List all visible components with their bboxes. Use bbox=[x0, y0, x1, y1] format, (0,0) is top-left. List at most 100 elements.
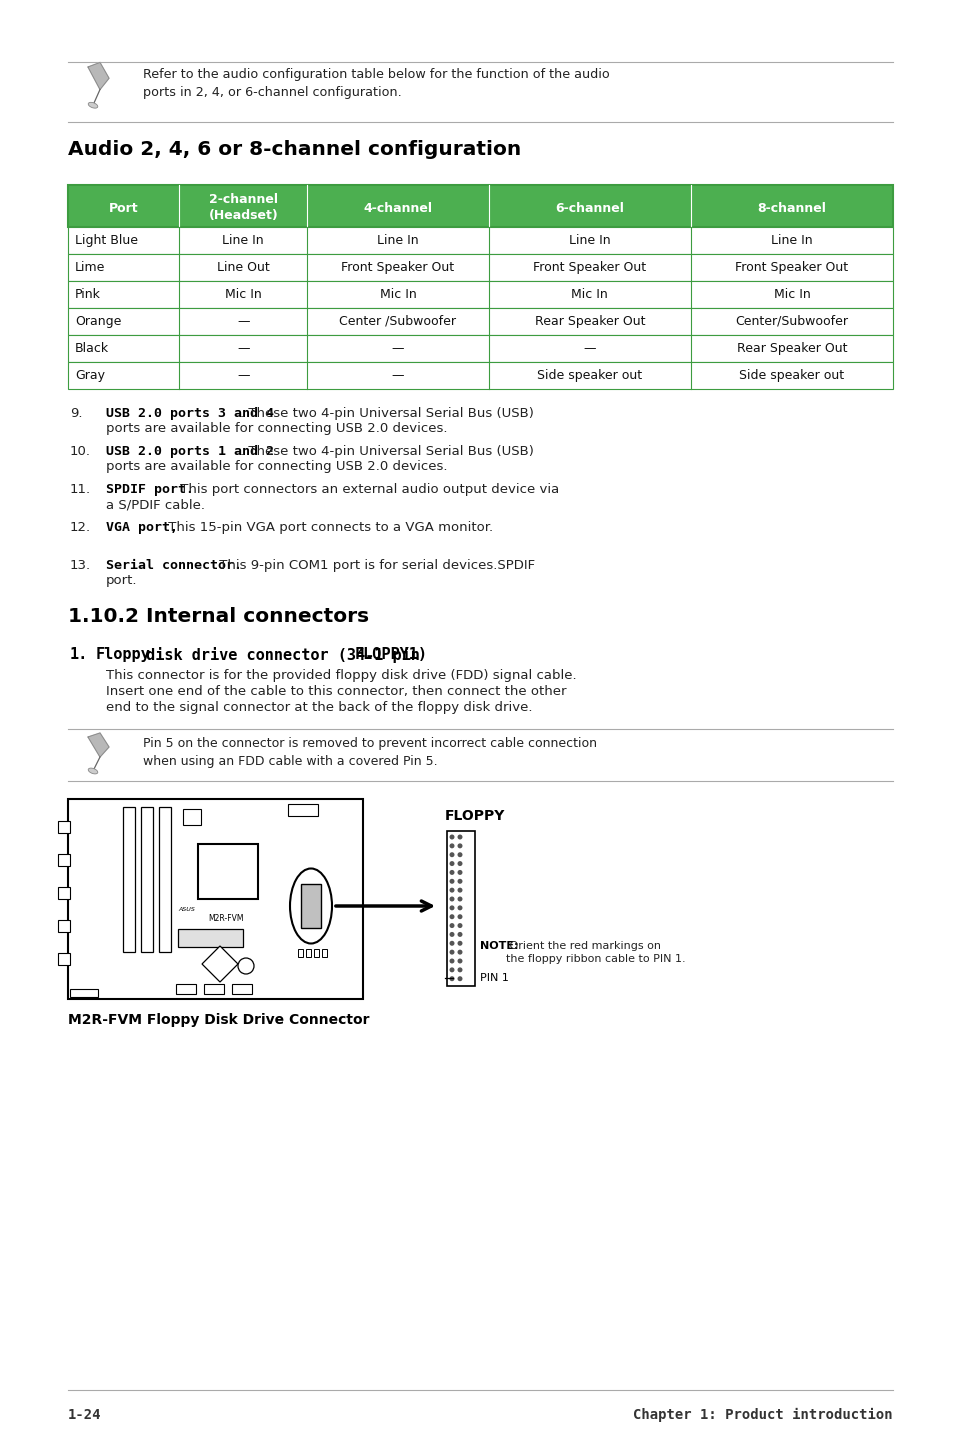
Text: Port: Port bbox=[109, 201, 138, 216]
Text: . These two 4-pin Universal Serial Bus (USB): . These two 4-pin Universal Serial Bus (… bbox=[240, 407, 534, 420]
Text: USB 2.0 ports 1 and 2: USB 2.0 ports 1 and 2 bbox=[106, 444, 274, 457]
Circle shape bbox=[449, 834, 454, 840]
Circle shape bbox=[449, 843, 454, 848]
Bar bbox=[68, 335, 892, 362]
Text: Orient the red markings on
the floppy ribbon cable to PIN 1.: Orient the red markings on the floppy ri… bbox=[505, 940, 685, 965]
Circle shape bbox=[449, 932, 454, 938]
Text: This connector is for the provided floppy disk drive (FDD) signal cable.: This connector is for the provided flopp… bbox=[106, 669, 576, 682]
Text: Chapter 1: Product introduction: Chapter 1: Product introduction bbox=[633, 1408, 892, 1422]
Bar bbox=[314, 949, 318, 958]
Text: This 15-pin VGA port connects to a VGA monitor.: This 15-pin VGA port connects to a VGA m… bbox=[163, 521, 492, 533]
Circle shape bbox=[457, 968, 462, 972]
Text: Light Blue: Light Blue bbox=[75, 234, 138, 247]
Text: Line In: Line In bbox=[568, 234, 610, 247]
Text: ports are available for connecting USB 2.0 devices.: ports are available for connecting USB 2… bbox=[106, 421, 447, 436]
Text: M2R-FVM Floppy Disk Drive Connector: M2R-FVM Floppy Disk Drive Connector bbox=[68, 1012, 369, 1027]
Circle shape bbox=[449, 959, 454, 963]
Circle shape bbox=[449, 861, 454, 866]
Text: end to the signal connector at the back of the floppy disk drive.: end to the signal connector at the back … bbox=[106, 700, 532, 715]
Polygon shape bbox=[202, 946, 237, 982]
Bar bbox=[68, 227, 892, 255]
Text: a S/PDIF cable.: a S/PDIF cable. bbox=[106, 498, 205, 510]
Text: This 9-pin COM1 port is for serial devices.SPDIF: This 9-pin COM1 port is for serial devic… bbox=[214, 559, 535, 572]
Text: 8-channel: 8-channel bbox=[757, 201, 825, 216]
Text: disk drive connector (34-1 pin: disk drive connector (34-1 pin bbox=[136, 647, 428, 663]
Circle shape bbox=[457, 976, 462, 981]
Circle shape bbox=[457, 853, 462, 857]
Text: 9.: 9. bbox=[70, 407, 82, 420]
Text: NOTE:: NOTE: bbox=[479, 940, 518, 951]
Text: Floppy: Floppy bbox=[96, 647, 151, 661]
Text: . These two 4-pin Universal Serial Bus (USB): . These two 4-pin Universal Serial Bus (… bbox=[240, 444, 534, 457]
Text: Center/Subwoofer: Center/Subwoofer bbox=[735, 315, 847, 328]
Bar bbox=[68, 800, 363, 999]
Bar bbox=[141, 807, 152, 952]
Text: —: — bbox=[236, 315, 250, 328]
Text: —: — bbox=[392, 370, 404, 383]
Bar bbox=[123, 807, 135, 952]
Text: Rear Speaker Out: Rear Speaker Out bbox=[736, 342, 846, 355]
Text: SPDIF port.: SPDIF port. bbox=[106, 483, 193, 496]
Circle shape bbox=[457, 879, 462, 884]
Text: —: — bbox=[583, 342, 596, 355]
Text: Gray: Gray bbox=[75, 370, 105, 383]
Circle shape bbox=[449, 915, 454, 919]
Bar bbox=[58, 821, 70, 833]
Text: 1.10.2 Internal connectors: 1.10.2 Internal connectors bbox=[68, 607, 369, 626]
Bar bbox=[68, 308, 892, 335]
Circle shape bbox=[457, 896, 462, 902]
Circle shape bbox=[449, 923, 454, 928]
Circle shape bbox=[457, 923, 462, 928]
Text: Audio 2, 4, 6 or 8-channel configuration: Audio 2, 4, 6 or 8-channel configuration bbox=[68, 139, 520, 160]
Circle shape bbox=[457, 959, 462, 963]
Text: This port connectors an external audio output device via: This port connectors an external audio o… bbox=[176, 483, 559, 496]
Circle shape bbox=[449, 879, 454, 884]
Circle shape bbox=[457, 887, 462, 893]
Text: —: — bbox=[236, 370, 250, 383]
Bar bbox=[447, 831, 475, 986]
Circle shape bbox=[449, 896, 454, 902]
Polygon shape bbox=[88, 733, 109, 756]
Text: Front Speaker Out: Front Speaker Out bbox=[341, 262, 454, 275]
Text: Rear Speaker Out: Rear Speaker Out bbox=[534, 315, 644, 328]
Circle shape bbox=[449, 870, 454, 874]
Bar bbox=[178, 929, 243, 948]
Text: Center /Subwoofer: Center /Subwoofer bbox=[339, 315, 456, 328]
Bar bbox=[58, 854, 70, 866]
Circle shape bbox=[457, 932, 462, 938]
Bar bbox=[297, 949, 303, 958]
Text: ASUS: ASUS bbox=[178, 907, 194, 912]
Text: Mic In: Mic In bbox=[225, 288, 261, 301]
Ellipse shape bbox=[88, 102, 97, 108]
Text: Mic In: Mic In bbox=[571, 288, 608, 301]
Circle shape bbox=[457, 940, 462, 946]
Bar bbox=[68, 280, 892, 308]
Text: Refer to the audio configuration table below for the function of the audio
ports: Refer to the audio configuration table b… bbox=[143, 68, 609, 99]
Text: 10.: 10. bbox=[70, 444, 91, 457]
Text: 6-channel: 6-channel bbox=[555, 201, 623, 216]
Text: USB 2.0 ports 3 and 4: USB 2.0 ports 3 and 4 bbox=[106, 407, 274, 420]
Text: FLOPPY1): FLOPPY1) bbox=[354, 647, 427, 661]
Circle shape bbox=[457, 915, 462, 919]
Circle shape bbox=[457, 949, 462, 955]
Text: VGA port,: VGA port, bbox=[106, 521, 178, 533]
Circle shape bbox=[449, 906, 454, 910]
Bar bbox=[198, 844, 257, 899]
Text: 12.: 12. bbox=[70, 521, 91, 533]
Bar bbox=[58, 920, 70, 932]
Circle shape bbox=[457, 861, 462, 866]
Text: PIN 1: PIN 1 bbox=[479, 974, 508, 984]
Text: Serial connector.: Serial connector. bbox=[106, 559, 242, 572]
Bar bbox=[306, 949, 311, 958]
Bar bbox=[68, 362, 892, 390]
Text: FLOPPY: FLOPPY bbox=[444, 810, 505, 823]
Bar bbox=[159, 807, 171, 952]
Circle shape bbox=[449, 949, 454, 955]
Polygon shape bbox=[88, 62, 109, 89]
Text: Side speaker out: Side speaker out bbox=[739, 370, 843, 383]
Text: Mic In: Mic In bbox=[773, 288, 809, 301]
Bar bbox=[183, 810, 201, 825]
Text: Black: Black bbox=[75, 342, 109, 355]
Bar bbox=[68, 186, 892, 227]
Circle shape bbox=[449, 887, 454, 893]
